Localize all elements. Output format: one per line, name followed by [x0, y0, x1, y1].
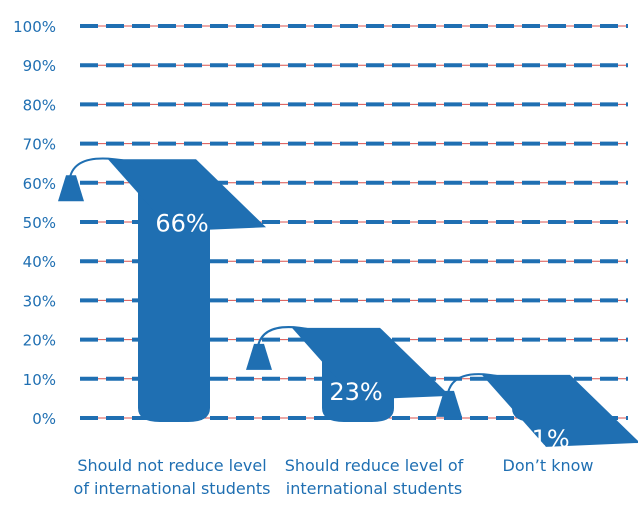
bar-mark — [436, 373, 638, 447]
y-tick-label: 90% — [23, 57, 56, 75]
category-label-2: Don’t know — [502, 456, 594, 475]
data-label: 23% — [329, 378, 382, 406]
y-tick-label: 30% — [23, 292, 56, 310]
data-label: 11% — [516, 425, 569, 453]
data-label: 66% — [155, 209, 208, 237]
y-tick-label: 40% — [23, 253, 56, 271]
bar-mark — [58, 157, 266, 422]
bar-mark — [246, 326, 450, 422]
y-tick-label: 10% — [23, 371, 56, 389]
y-tick-label: 0% — [32, 410, 56, 428]
category-label-0: Should not reduce level of international… — [73, 456, 271, 498]
y-tick-label: 70% — [23, 136, 56, 154]
y-tick-label: 50% — [23, 214, 56, 232]
category-label-1: Should reduce level of international stu… — [284, 456, 464, 498]
y-tick-label: 100% — [13, 18, 56, 36]
y-tick-label: 20% — [23, 332, 56, 350]
y-tick-label: 60% — [23, 175, 56, 193]
y-tick-label: 80% — [23, 96, 56, 114]
